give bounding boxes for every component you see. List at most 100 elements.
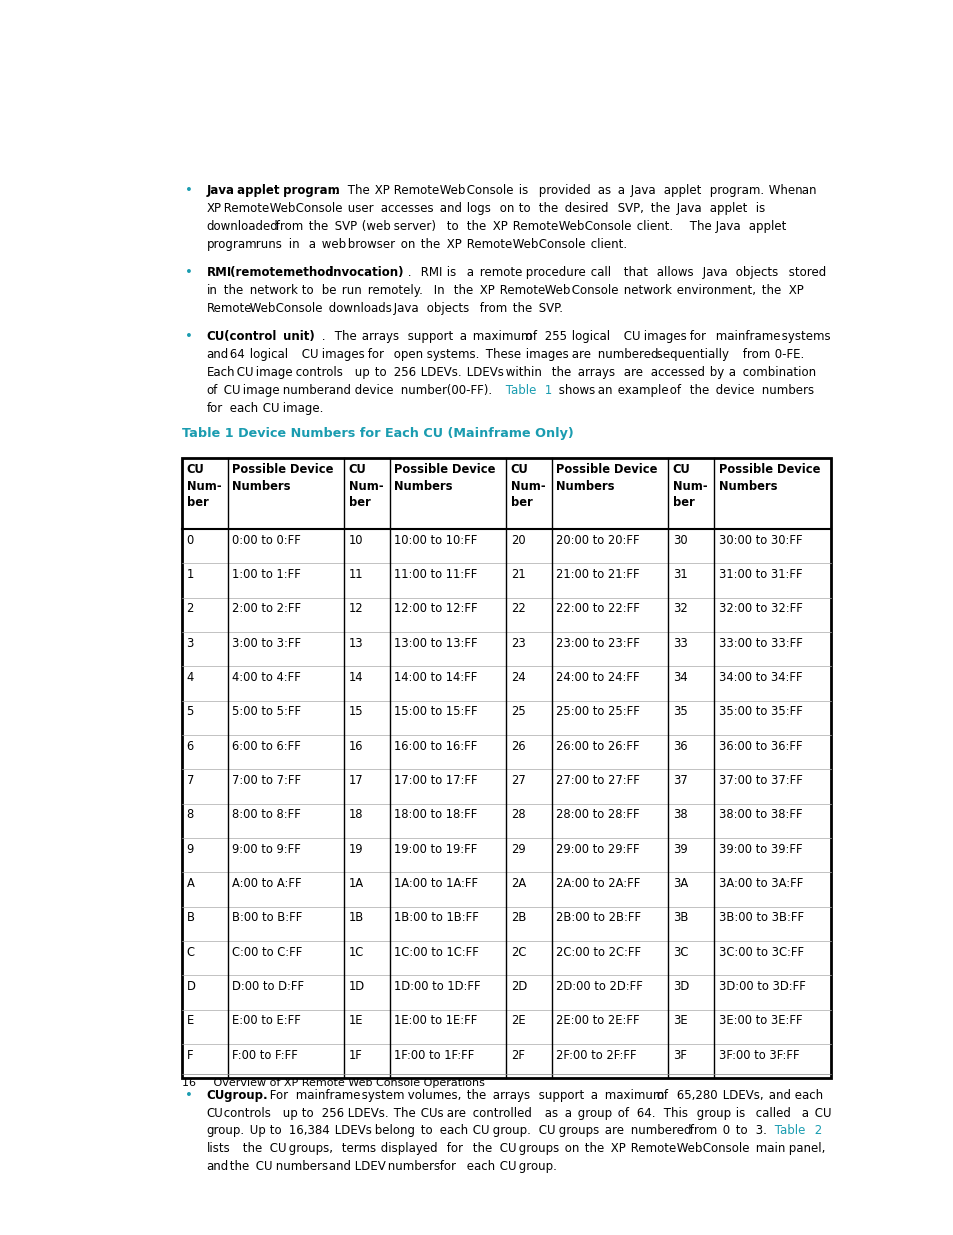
- Text: 4: 4: [187, 671, 193, 684]
- Text: the: the: [469, 1142, 492, 1155]
- Text: number: number: [396, 384, 447, 396]
- Text: to: to: [298, 1107, 314, 1120]
- Text: on: on: [560, 1142, 579, 1155]
- Text: and: and: [206, 1160, 229, 1173]
- Text: the: the: [226, 1160, 249, 1173]
- Text: 9: 9: [187, 842, 193, 856]
- Text: group.: group.: [515, 1160, 557, 1173]
- Text: objects: objects: [731, 267, 778, 279]
- Text: 17:00 to 17:FF: 17:00 to 17:FF: [394, 774, 477, 787]
- Text: CU: CU: [219, 384, 240, 396]
- Text: 5:00 to 5:FF: 5:00 to 5:FF: [232, 705, 301, 719]
- Text: by: by: [705, 366, 723, 379]
- Text: 16:00 to 16:FF: 16:00 to 16:FF: [394, 740, 477, 752]
- Text: 256: 256: [390, 366, 416, 379]
- Text: 1F:00 to 1F:FF: 1F:00 to 1F:FF: [394, 1049, 475, 1062]
- Text: the: the: [508, 303, 532, 315]
- Text: 3A:00 to 3A:FF: 3A:00 to 3A:FF: [718, 877, 802, 890]
- Text: Each: Each: [206, 366, 234, 379]
- Text: to: to: [371, 366, 386, 379]
- Text: for: for: [206, 401, 222, 415]
- Text: provided: provided: [535, 184, 590, 198]
- Text: belong: belong: [371, 1124, 415, 1137]
- Text: 2F:00 to 2F:FF: 2F:00 to 2F:FF: [556, 1049, 637, 1062]
- Text: 0:00 to 0:FF: 0:00 to 0:FF: [232, 534, 301, 547]
- Text: Possible Device
Numbers: Possible Device Numbers: [394, 463, 496, 493]
- Text: The: The: [344, 184, 370, 198]
- Text: 16     Overview of XP Remote Web Console Operations: 16 Overview of XP Remote Web Console Ope…: [182, 1078, 484, 1088]
- Text: arrays: arrays: [357, 331, 398, 343]
- Text: 19:00 to 19:FF: 19:00 to 19:FF: [394, 842, 477, 856]
- Text: XP: XP: [371, 184, 389, 198]
- Text: a: a: [560, 1107, 572, 1120]
- Text: 1: 1: [541, 384, 552, 396]
- Text: Java: Java: [699, 267, 727, 279]
- Text: B:00 to B:FF: B:00 to B:FF: [232, 911, 302, 924]
- Text: a: a: [462, 267, 474, 279]
- Text: invocation): invocation): [324, 267, 403, 279]
- Text: CU: CU: [206, 1107, 223, 1120]
- Text: is: is: [751, 203, 764, 215]
- Text: as: as: [541, 1107, 558, 1120]
- Text: numbers: numbers: [383, 1160, 439, 1173]
- Text: are: are: [619, 366, 642, 379]
- Text: number: number: [278, 384, 329, 396]
- Text: Console: Console: [292, 203, 342, 215]
- Text: displayed: displayed: [376, 1142, 437, 1155]
- Text: system: system: [357, 1089, 404, 1102]
- Text: applet: applet: [744, 220, 785, 233]
- Text: that: that: [619, 267, 648, 279]
- Text: logs: logs: [462, 203, 490, 215]
- Text: 27: 27: [510, 774, 525, 787]
- Text: for: for: [436, 1160, 456, 1173]
- Text: 14: 14: [348, 671, 363, 684]
- Text: 21: 21: [510, 568, 525, 582]
- Text: 32: 32: [672, 603, 687, 615]
- Text: CU
Num-
ber: CU Num- ber: [187, 463, 221, 509]
- Text: 14:00 to 14:FF: 14:00 to 14:FF: [394, 671, 477, 684]
- Text: 2D: 2D: [510, 981, 526, 993]
- Text: Web: Web: [246, 303, 275, 315]
- Text: 38:00 to 38:FF: 38:00 to 38:FF: [718, 809, 801, 821]
- Text: 3C:00 to 3C:FF: 3C:00 to 3C:FF: [718, 946, 802, 958]
- Text: 1B:00 to 1B:FF: 1B:00 to 1B:FF: [394, 911, 478, 924]
- Text: In: In: [430, 284, 444, 298]
- Text: B: B: [187, 911, 194, 924]
- Text: numbered: numbered: [594, 348, 658, 362]
- Text: •: •: [185, 184, 193, 198]
- Text: user: user: [344, 203, 374, 215]
- Text: client.: client.: [587, 238, 627, 251]
- Text: Remote: Remote: [626, 1142, 676, 1155]
- Text: 18: 18: [348, 809, 363, 821]
- Text: CU: CU: [233, 366, 253, 379]
- Text: 0-FE.: 0-FE.: [771, 348, 803, 362]
- Text: CU
Num-
ber: CU Num- ber: [348, 463, 383, 509]
- Text: of: of: [206, 384, 217, 396]
- Text: 18:00 to 18:FF: 18:00 to 18:FF: [394, 809, 477, 821]
- Text: The: The: [390, 1107, 416, 1120]
- Text: of: of: [665, 384, 680, 396]
- Text: groups,: groups,: [285, 1142, 333, 1155]
- Text: 2:00 to 2:FF: 2:00 to 2:FF: [232, 603, 301, 615]
- Text: environment,: environment,: [672, 284, 755, 298]
- Text: of: of: [653, 1089, 667, 1102]
- Text: 8:00 to 8:FF: 8:00 to 8:FF: [232, 809, 301, 821]
- Text: LDEVs,: LDEVs,: [719, 1089, 762, 1102]
- Text: example: example: [613, 384, 668, 396]
- Text: 12: 12: [348, 603, 363, 615]
- Text: 25: 25: [510, 705, 525, 719]
- Text: •: •: [185, 1089, 193, 1102]
- Text: 30: 30: [672, 534, 687, 547]
- Text: lists: lists: [206, 1142, 230, 1155]
- Text: XP: XP: [783, 284, 802, 298]
- Text: Java: Java: [712, 220, 740, 233]
- Text: 26:00 to 26:FF: 26:00 to 26:FF: [556, 740, 639, 752]
- Text: systems.: systems.: [423, 348, 479, 362]
- Text: LDEVs.: LDEVs.: [344, 1107, 389, 1120]
- Text: XP: XP: [476, 284, 494, 298]
- Text: and: and: [206, 348, 229, 362]
- Text: images: images: [521, 348, 568, 362]
- Text: the: the: [219, 284, 243, 298]
- Text: E: E: [187, 1014, 193, 1028]
- Text: run: run: [337, 284, 361, 298]
